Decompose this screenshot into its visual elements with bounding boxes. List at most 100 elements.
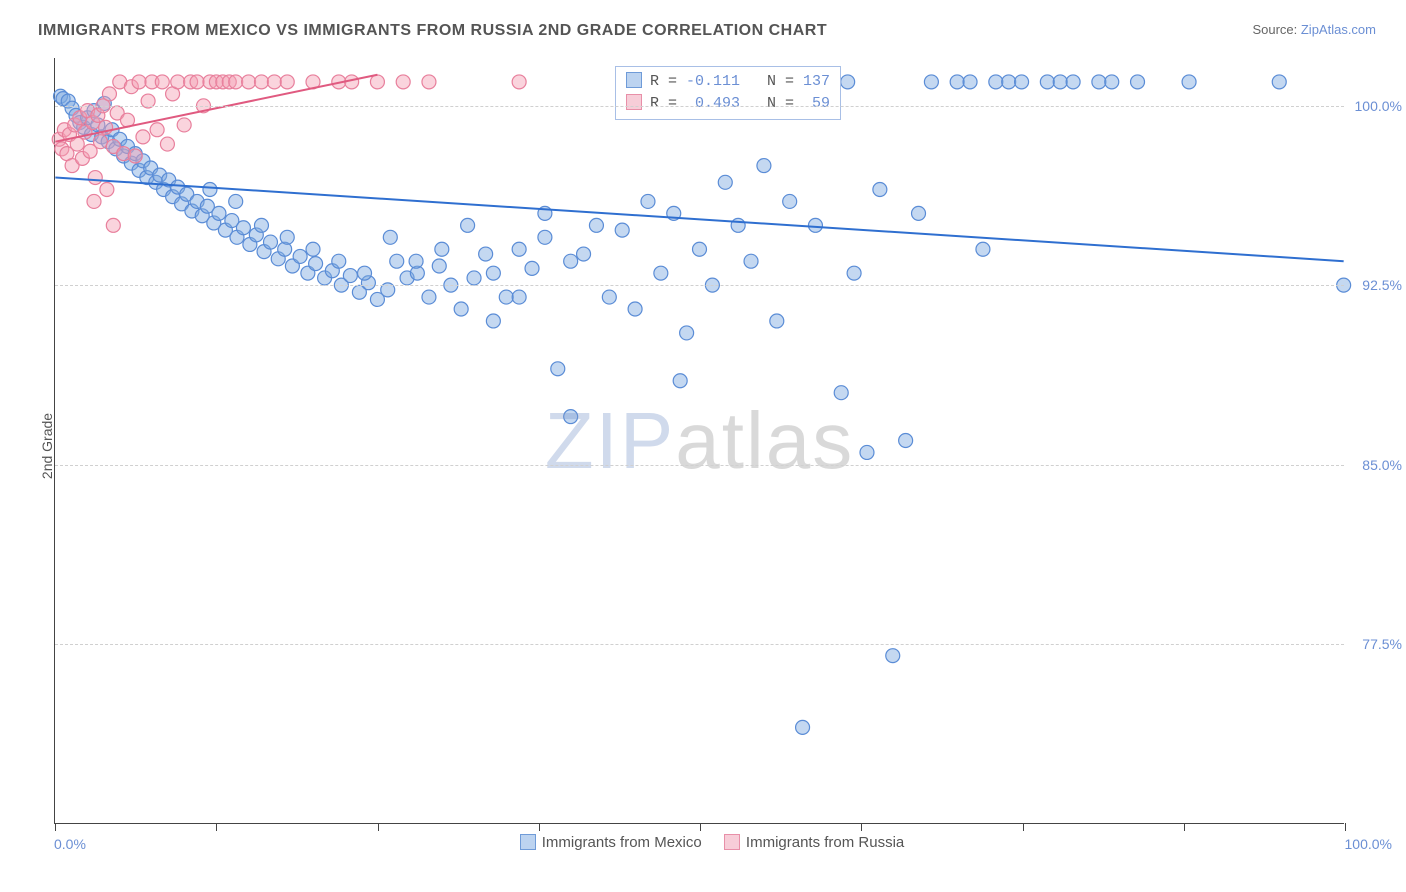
data-point — [88, 171, 102, 185]
data-point — [479, 247, 493, 261]
source-attribution: Source: ZipAtlas.com — [1252, 22, 1376, 37]
data-point — [989, 75, 1003, 89]
data-point — [525, 261, 539, 275]
data-point — [860, 445, 874, 459]
data-point — [229, 194, 243, 208]
stats-n-value: 137 — [803, 73, 830, 90]
legend-label-russia: Immigrants from Russia — [746, 834, 904, 851]
x-tick — [378, 823, 379, 831]
stats-swatch — [626, 72, 642, 88]
data-point — [254, 218, 268, 232]
data-point — [808, 218, 822, 232]
data-point — [680, 326, 694, 340]
x-tick — [1184, 823, 1185, 831]
data-point — [486, 266, 500, 280]
data-point — [70, 137, 84, 151]
data-point — [1105, 75, 1119, 89]
data-point — [1040, 75, 1054, 89]
data-point — [87, 194, 101, 208]
data-point — [873, 182, 887, 196]
data-point — [467, 271, 481, 285]
data-point — [171, 75, 185, 89]
x-tick — [216, 823, 217, 831]
legend-swatch-russia — [724, 834, 740, 850]
x-tick — [1345, 823, 1346, 831]
source-link[interactable]: ZipAtlas.com — [1301, 22, 1376, 37]
data-point — [155, 75, 169, 89]
data-point — [654, 266, 668, 280]
data-point — [212, 206, 226, 220]
data-point — [1131, 75, 1145, 89]
data-point — [718, 175, 732, 189]
data-point — [693, 242, 707, 256]
data-point — [1015, 75, 1029, 89]
data-point — [1066, 75, 1080, 89]
data-point — [160, 137, 174, 151]
data-point — [242, 75, 256, 89]
data-point — [886, 649, 900, 663]
data-point — [1092, 75, 1106, 89]
x-tick — [700, 823, 701, 831]
data-point — [409, 254, 423, 268]
data-point — [512, 290, 526, 304]
data-point — [177, 118, 191, 132]
data-point — [229, 75, 243, 89]
data-point — [796, 720, 810, 734]
data-point — [236, 221, 250, 235]
data-point — [1182, 75, 1196, 89]
data-point — [102, 87, 116, 101]
data-point — [422, 290, 436, 304]
data-point — [602, 290, 616, 304]
x-tick — [861, 823, 862, 831]
stats-n-value: 59 — [803, 95, 830, 112]
data-point — [263, 235, 277, 249]
stats-swatch — [626, 94, 642, 110]
data-point — [358, 266, 372, 280]
x-tick — [1023, 823, 1024, 831]
data-point — [486, 314, 500, 328]
gridline — [55, 106, 1344, 107]
data-point — [267, 75, 281, 89]
data-point — [950, 75, 964, 89]
data-point — [390, 254, 404, 268]
data-point — [512, 75, 526, 89]
data-point — [512, 242, 526, 256]
data-point — [106, 218, 120, 232]
y-tick-label: 77.5% — [1350, 636, 1402, 652]
data-point — [924, 75, 938, 89]
legend-swatch-mexico — [520, 834, 536, 850]
data-point — [1053, 75, 1067, 89]
data-point — [370, 75, 384, 89]
data-point — [136, 130, 150, 144]
data-point — [589, 218, 603, 232]
data-point — [628, 302, 642, 316]
data-point — [834, 386, 848, 400]
data-point — [615, 223, 629, 237]
data-point — [306, 242, 320, 256]
data-point — [963, 75, 977, 89]
legend-label-mexico: Immigrants from Mexico — [542, 834, 702, 851]
data-point — [538, 230, 552, 244]
x-tick — [539, 823, 540, 831]
chart-svg — [55, 58, 1344, 823]
chart-title: IMMIGRANTS FROM MEXICO VS IMMIGRANTS FRO… — [38, 22, 827, 40]
data-point — [1002, 75, 1016, 89]
gridline — [55, 285, 1344, 286]
data-point — [343, 269, 357, 283]
y-tick-label: 100.0% — [1350, 98, 1402, 114]
data-point — [899, 434, 913, 448]
data-point — [564, 254, 578, 268]
data-point — [132, 75, 146, 89]
data-point — [847, 266, 861, 280]
bottom-legend: Immigrants from Mexico Immigrants from R… — [0, 834, 1406, 851]
data-point — [190, 75, 204, 89]
y-tick-label: 92.5% — [1350, 277, 1402, 293]
y-tick-label: 85.0% — [1350, 457, 1402, 473]
data-point — [454, 302, 468, 316]
stats-row: R = -0.111 N = 137 — [626, 71, 830, 93]
data-point — [976, 242, 990, 256]
data-point — [744, 254, 758, 268]
data-point — [841, 75, 855, 89]
y-axis-label: 2nd Grade — [39, 413, 55, 479]
data-point — [499, 290, 513, 304]
